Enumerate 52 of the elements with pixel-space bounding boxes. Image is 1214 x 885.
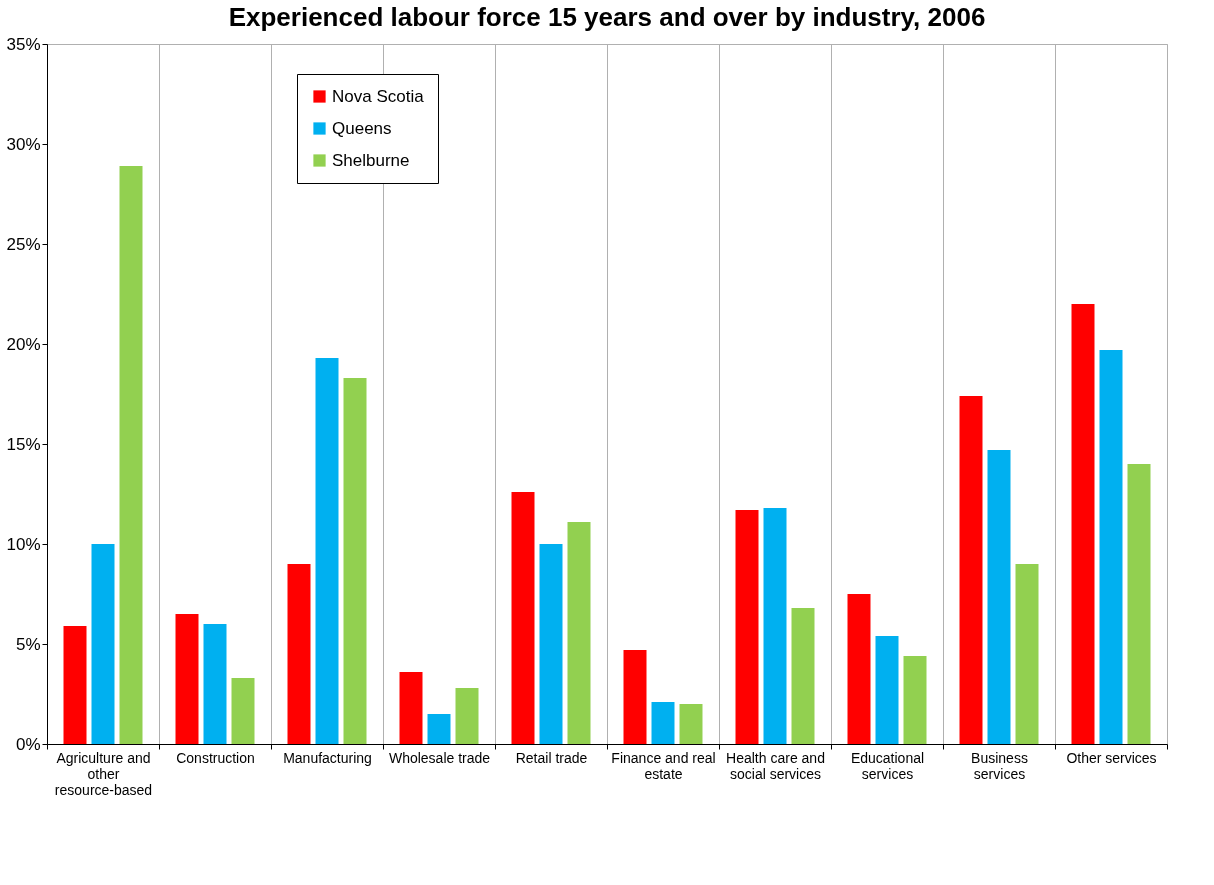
x-tick-label: Agriculture and other resource-based bbox=[54, 749, 153, 798]
bar bbox=[1071, 304, 1095, 744]
bar bbox=[763, 508, 787, 744]
legend-label: Nova Scotia bbox=[332, 86, 425, 106]
y-tick-label: 15% bbox=[6, 434, 41, 454]
y-tick-label: 5% bbox=[15, 634, 41, 654]
y-tick-label: 10% bbox=[6, 534, 41, 554]
bar bbox=[735, 510, 759, 744]
x-tick-label: Finance and real estate bbox=[611, 749, 716, 782]
bar bbox=[455, 688, 479, 744]
bar bbox=[315, 358, 339, 744]
x-tick-label: Wholesale trade bbox=[388, 749, 491, 766]
x-tick-label: Retail trade bbox=[515, 749, 588, 766]
y-tick-label: 30% bbox=[6, 134, 41, 154]
y-tick-label: 20% bbox=[6, 334, 41, 354]
bar bbox=[511, 492, 535, 744]
bar bbox=[399, 672, 423, 744]
bar bbox=[175, 614, 199, 744]
bar bbox=[203, 624, 227, 744]
bar bbox=[847, 594, 871, 744]
bar bbox=[1127, 464, 1151, 744]
bar bbox=[119, 166, 143, 744]
x-tick-label: Other services bbox=[1066, 749, 1157, 766]
bar bbox=[63, 626, 87, 744]
bar bbox=[91, 544, 115, 744]
bar bbox=[875, 636, 899, 744]
x-tick-label: Educational services bbox=[850, 749, 925, 782]
bar bbox=[231, 678, 255, 744]
bar bbox=[959, 396, 983, 744]
bar bbox=[791, 608, 815, 744]
x-tick-label: Manufacturing bbox=[283, 749, 372, 766]
bar bbox=[1015, 564, 1039, 744]
bar bbox=[539, 544, 563, 744]
bar bbox=[651, 702, 675, 744]
chart-title: Experienced labour force 15 years and over by industry, 2006 bbox=[228, 2, 986, 32]
bar bbox=[1099, 350, 1123, 744]
bar bbox=[343, 378, 367, 744]
bar bbox=[427, 714, 451, 744]
y-tick-label: 35% bbox=[6, 34, 41, 54]
legend-label: Queens bbox=[332, 118, 392, 138]
x-tick-label: Construction bbox=[176, 749, 255, 766]
bar bbox=[679, 704, 703, 744]
legend-label: Shelburne bbox=[332, 150, 410, 170]
bar bbox=[987, 450, 1011, 744]
bar bbox=[567, 522, 591, 744]
y-tick-label: 25% bbox=[6, 234, 41, 254]
bar bbox=[903, 656, 927, 744]
x-tick-label: Business services bbox=[971, 749, 1028, 782]
bar bbox=[623, 650, 647, 744]
bar bbox=[287, 564, 311, 744]
x-tick-label: Health care and social services bbox=[726, 749, 825, 782]
y-tick-label: 0% bbox=[15, 734, 41, 754]
